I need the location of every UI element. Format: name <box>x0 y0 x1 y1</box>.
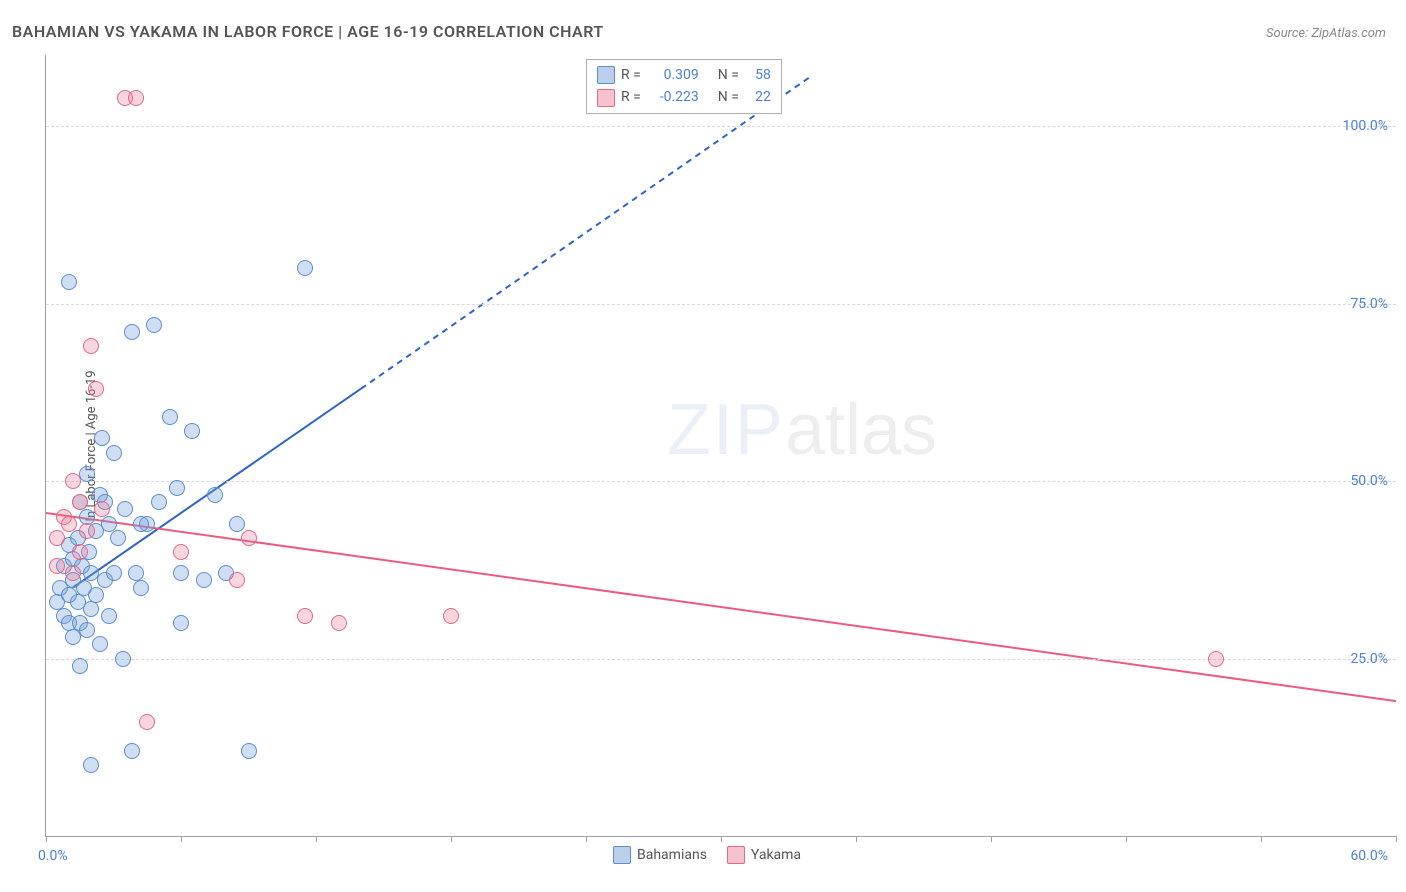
data-point <box>241 530 257 546</box>
r-value: 0.309 <box>647 64 699 86</box>
n-value: 58 <box>745 64 771 86</box>
data-point <box>173 615 189 631</box>
data-point <box>106 565 122 581</box>
gridline <box>46 304 1396 305</box>
x-tick-mark <box>316 836 317 842</box>
data-point <box>124 743 140 759</box>
stats-legend-row: R = 0.309 N = 58 <box>597 64 771 86</box>
data-point <box>297 260 313 276</box>
data-point <box>207 487 223 503</box>
data-point <box>49 530 65 546</box>
gridline <box>46 481 1396 482</box>
data-point <box>94 430 110 446</box>
data-point <box>72 494 88 510</box>
data-point <box>133 516 149 532</box>
data-point <box>443 608 459 624</box>
data-point <box>83 757 99 773</box>
data-point <box>101 608 117 624</box>
data-point <box>146 317 162 333</box>
trend-line <box>361 76 811 388</box>
data-point <box>83 601 99 617</box>
data-point <box>139 714 155 730</box>
x-tick-mark <box>451 836 452 842</box>
data-point <box>117 501 133 517</box>
data-point <box>106 445 122 461</box>
r-value: -0.223 <box>647 86 699 108</box>
x-axis-min-label: 0.0% <box>38 848 68 864</box>
gridline <box>46 126 1396 127</box>
x-axis-max-label: 60.0% <box>1350 848 1388 864</box>
data-point <box>88 381 104 397</box>
x-tick-mark <box>991 836 992 842</box>
y-tick-label: 75.0% <box>1350 296 1388 312</box>
x-tick-mark <box>1396 836 1397 842</box>
bottom-legend: Bahamians Yakama <box>613 846 801 864</box>
n-value: 22 <box>745 86 771 108</box>
x-tick-mark <box>856 836 857 842</box>
data-point <box>88 587 104 603</box>
data-point <box>1208 651 1224 667</box>
data-point <box>241 743 257 759</box>
legend-label: Yakama <box>751 847 801 863</box>
x-tick-mark <box>1126 836 1127 842</box>
data-point <box>61 516 77 532</box>
data-point <box>162 409 178 425</box>
data-point <box>229 572 245 588</box>
x-tick-mark <box>721 836 722 842</box>
r-label: R = <box>621 86 641 108</box>
source-credit: Source: ZipAtlas.com <box>1266 26 1386 41</box>
n-label: N = <box>718 64 739 86</box>
legend-swatch <box>597 66 615 84</box>
data-point <box>229 516 245 532</box>
data-point <box>173 544 189 560</box>
r-label: R = <box>621 64 641 86</box>
chart-title: BAHAMIAN VS YAKAMA IN LABOR FORCE | AGE … <box>12 22 604 41</box>
legend-item: Yakama <box>727 846 801 864</box>
data-point <box>49 558 65 574</box>
data-point <box>184 423 200 439</box>
data-point <box>79 622 95 638</box>
stats-legend-row: R = -0.223 N = 22 <box>597 86 771 108</box>
data-point <box>331 615 347 631</box>
data-point <box>61 274 77 290</box>
data-point <box>128 90 144 106</box>
data-point <box>297 608 313 624</box>
data-point <box>72 544 88 560</box>
data-point <box>65 565 81 581</box>
data-point <box>94 501 110 517</box>
n-label: N = <box>718 86 739 108</box>
legend-item: Bahamians <box>613 846 707 864</box>
trend-lines <box>46 55 1396 836</box>
y-tick-label: 25.0% <box>1350 651 1388 667</box>
y-tick-label: 100.0% <box>1343 118 1388 134</box>
gridline <box>46 659 1396 660</box>
y-tick-label: 50.0% <box>1350 473 1388 489</box>
x-tick-mark <box>181 836 182 842</box>
data-point <box>173 565 189 581</box>
data-point <box>79 523 95 539</box>
x-tick-mark <box>1261 836 1262 842</box>
x-tick-mark <box>586 836 587 842</box>
legend-swatch <box>597 89 615 107</box>
legend-swatch <box>613 846 631 864</box>
data-point <box>124 324 140 340</box>
data-point <box>151 494 167 510</box>
data-point <box>115 651 131 667</box>
data-point <box>133 580 149 596</box>
stats-legend: R = 0.309 N = 58 R = -0.223 N = 22 <box>586 59 782 114</box>
legend-label: Bahamians <box>637 847 707 863</box>
data-point <box>83 338 99 354</box>
data-point <box>92 636 108 652</box>
legend-swatch <box>727 846 745 864</box>
data-point <box>72 658 88 674</box>
data-point <box>110 530 126 546</box>
x-tick-mark <box>46 836 47 842</box>
data-point <box>65 473 81 489</box>
data-point <box>169 480 185 496</box>
data-point <box>196 572 212 588</box>
plot-area: In Labor Force | Age 16-19 ZIPatlas R =0… <box>45 55 1396 837</box>
